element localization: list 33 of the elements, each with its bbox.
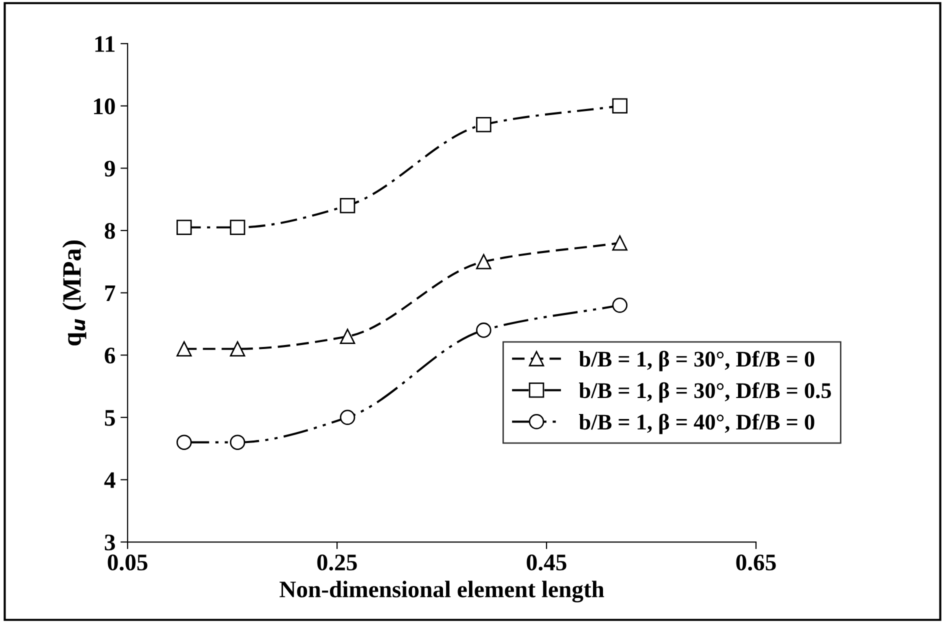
legend-label: b/B = 1, β = 40°, Df/B = 0	[579, 414, 814, 434]
y-tick-label: 8	[104, 223, 115, 239]
legend-label: b/B = 1, β = 30°, Df/B = 0.5	[579, 382, 831, 403]
y-axis-title: q$_{u}$ (MPa)	[62, 240, 86, 346]
point	[340, 410, 356, 426]
point	[176, 434, 192, 450]
y-tick-label: 11	[95, 36, 115, 52]
point	[476, 116, 492, 132]
point	[230, 220, 246, 236]
point	[476, 322, 492, 338]
point	[612, 235, 628, 251]
point	[476, 254, 492, 270]
x-tick-label: 0.05	[108, 554, 148, 571]
point	[612, 98, 628, 114]
x-axis-title: Non-dimensional element length	[280, 580, 604, 602]
y-tick-label: 10	[94, 98, 115, 114]
legend-label: b/B = 1, β = 30°, Df/B = 0	[579, 350, 814, 372]
y-tick-label: 4	[104, 472, 116, 488]
point	[230, 341, 246, 357]
y-tick-label: 5	[104, 410, 115, 426]
x-tick-label: 0.25	[317, 554, 357, 571]
point	[340, 198, 356, 214]
x-tick-label: 0.45	[526, 554, 566, 571]
point	[340, 328, 356, 344]
y-tick-label: 7	[105, 286, 116, 301]
y-tick-label: 3	[104, 534, 115, 550]
point	[176, 341, 192, 357]
point	[612, 298, 628, 313]
y-tick-label: 9	[104, 160, 115, 177]
y-tick-label: 6	[104, 348, 116, 364]
point	[176, 220, 192, 236]
x-tick-label: 0.65	[736, 554, 776, 571]
point	[230, 434, 246, 450]
